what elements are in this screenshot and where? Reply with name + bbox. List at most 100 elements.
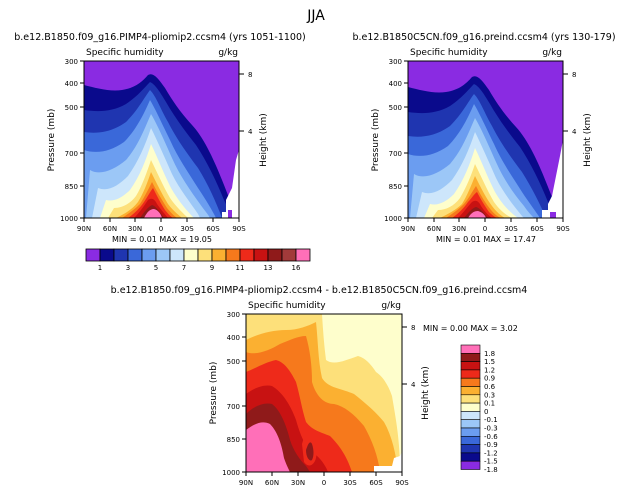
colorbar-main-swatch <box>239 248 255 262</box>
panel-1-right-label: g/kg <box>218 48 238 58</box>
colorbar-diff-swatch <box>460 377 481 387</box>
panel-3-ytick-850-label: 850 <box>227 436 240 444</box>
panel-2-ytick-300-label: 300 <box>389 58 402 66</box>
panel-3-ytick-500-label: 500 <box>227 358 240 366</box>
colorbar-main-swatch <box>99 248 115 262</box>
colorbar-main-label: 11 <box>236 264 245 272</box>
colorbar-diff-label: 0.9 <box>484 375 495 383</box>
colorbar-main-swatch <box>85 248 101 262</box>
panel-2-ylabel: Pressure (mb) <box>371 109 381 172</box>
colorbar-main-swatch <box>281 248 297 262</box>
panel-2-ytick-500-label: 500 <box>389 104 402 112</box>
panel-3-htick-4-label: 4 <box>411 381 416 389</box>
colorbar-diff-label: -0.1 <box>484 416 498 424</box>
colorbar-diff-label: 1.2 <box>484 366 495 374</box>
panel-1-height-ticks: 8 4 <box>239 71 253 136</box>
panel-2-xtick-90N-label: 90N <box>401 225 415 233</box>
panel-1-htick-8-label: 8 <box>248 71 252 79</box>
panel-2-xtick-90S-label: 90S <box>556 225 570 233</box>
panel-2-surface-bump <box>550 212 556 218</box>
colorbar-main-swatch <box>155 248 171 262</box>
panel-1-surface-bump <box>228 210 232 218</box>
panel-3-ylabel: Pressure (mb) <box>209 362 219 425</box>
colorbar-diff: 1.81.51.20.90.60.30.10-0.1-0.3-0.6-0.9-1… <box>460 344 498 474</box>
colorbar-main-swatch <box>197 248 213 262</box>
panel-2-xtick-60S-label: 60S <box>530 225 544 233</box>
colorbar-diff-swatch <box>460 352 481 362</box>
panel-1-ytick-700-label: 700 <box>65 150 78 158</box>
colorbar-diff-swatch <box>460 460 481 470</box>
colorbar-diff-swatch <box>460 427 481 437</box>
colorbar-main-label: 16 <box>292 264 301 272</box>
colorbar-diff-swatch <box>460 344 481 354</box>
panel-2-ylabel-right: Height (km) <box>583 113 593 167</box>
panel-2-contours <box>408 61 563 218</box>
panel-1-ytick-500-label: 500 <box>65 104 78 112</box>
panel-2-ytick-1000-label: 1000 <box>384 215 402 223</box>
panel-1-xtick-60N-label: 60N <box>103 225 117 233</box>
panel-2-xtick-30S-label: 30S <box>504 225 518 233</box>
panel-3-htick-8-label: 8 <box>411 324 415 332</box>
panel-3-xtick-90S-label: 90S <box>395 479 409 487</box>
colorbar-diff-label: 1.5 <box>484 358 495 366</box>
colorbar-diff-label: -0.6 <box>484 433 498 441</box>
panel-3-ylabel-right: Height (km) <box>421 366 431 420</box>
panel-3-ytick-300-label: 300 <box>227 311 240 319</box>
colorbar-main-swatch <box>183 248 199 262</box>
panel-1-left-label: Specific humidity <box>86 48 164 58</box>
panel-1-htick-4-label: 4 <box>248 128 253 136</box>
colorbar-diff-swatch <box>460 419 481 429</box>
colorbar-diff-label: 0.1 <box>484 400 495 408</box>
panel-1-x-ticks: 90N 60N 30N 0 30S 60S 90S <box>77 218 246 233</box>
colorbar-main-label: 7 <box>182 264 186 272</box>
colorbar-diff-label: 0 <box>484 408 488 416</box>
panel-3-xtick-90N-label: 90N <box>239 479 253 487</box>
panel-3-xtick-0-label: 0 <box>322 479 326 487</box>
panel-1-level-pink <box>144 209 162 218</box>
panel-2-xtick-30N-label: 30N <box>452 225 466 233</box>
panel-3-xtick-30S-label: 30S <box>343 479 357 487</box>
panel-3-midlat-maroon <box>306 442 314 461</box>
colorbar-diff-swatch <box>460 452 481 462</box>
panel-2-y-ticks: 300 400 500 700 850 1000 <box>384 58 408 223</box>
panel-1-ytick-300-label: 300 <box>65 58 78 66</box>
panel-2-htick-4-label: 4 <box>572 128 577 136</box>
panel-1: b.e12.B1850.f09_g16.PIMP4-pliomip2.ccsm4… <box>14 32 305 244</box>
panel-3-contours <box>246 314 402 472</box>
panel-1-stats: MIN = 0.01 MAX = 19.05 <box>112 235 212 244</box>
panel-3-right-label: g/kg <box>381 301 401 311</box>
panel-2-southern-gap <box>542 140 563 218</box>
panel-2-ytick-850-label: 850 <box>389 183 402 191</box>
panel-2-ytick-400-label: 400 <box>389 80 402 88</box>
panel-1-xtick-0-label: 0 <box>159 225 163 233</box>
panel-1-ylabel: Pressure (mb) <box>47 109 57 172</box>
colorbar-main-label: 1 <box>98 264 102 272</box>
page-title: JJA <box>306 8 325 24</box>
colorbar-main-swatch <box>211 248 227 262</box>
colorbar-diff-label: -0.3 <box>484 425 498 433</box>
panel-3-ytick-1000-label: 1000 <box>222 469 240 477</box>
colorbar-diff-label: 0.3 <box>484 391 495 399</box>
panel-2-x-ticks: 90N 60N 30N 0 30S 60S 90S <box>401 218 570 233</box>
panel-2-xtick-60N-label: 60N <box>427 225 441 233</box>
colorbar-diff-label: -1.5 <box>484 458 498 466</box>
panel-3-ytick-400-label: 400 <box>227 334 240 342</box>
panel-1-y-ticks: 300 400 500 700 850 1000 <box>60 58 84 223</box>
panel-1-xtick-90N-label: 90N <box>77 225 91 233</box>
colorbar-diff-label: -0.9 <box>484 441 498 449</box>
panel-2-title: b.e12.B1850C5CN.f09_g16.preind.ccsm4 (yr… <box>352 32 615 43</box>
colorbar-diff-label: -1.8 <box>484 466 498 474</box>
panel-3-xtick-60S-label: 60S <box>369 479 383 487</box>
panel-3-left-label: Specific humidity <box>248 301 326 311</box>
colorbar-main-label: 5 <box>154 264 158 272</box>
colorbar-diff-label: -1.2 <box>484 449 498 457</box>
colorbar-diff-swatch <box>460 411 481 420</box>
panel-2-htick-8-label: 8 <box>572 71 576 79</box>
panel-2-left-label: Specific humidity <box>410 48 488 58</box>
colorbar-diff-swatch <box>460 386 481 396</box>
panel-1-ylabel-right: Height (km) <box>259 113 269 167</box>
panel-3-title: b.e12.B1850.f09_g16.PIMP4-pliomip2.ccsm4… <box>111 285 528 296</box>
colorbar-diff-swatch <box>460 435 481 445</box>
colorbar-diff-swatch <box>460 369 481 379</box>
